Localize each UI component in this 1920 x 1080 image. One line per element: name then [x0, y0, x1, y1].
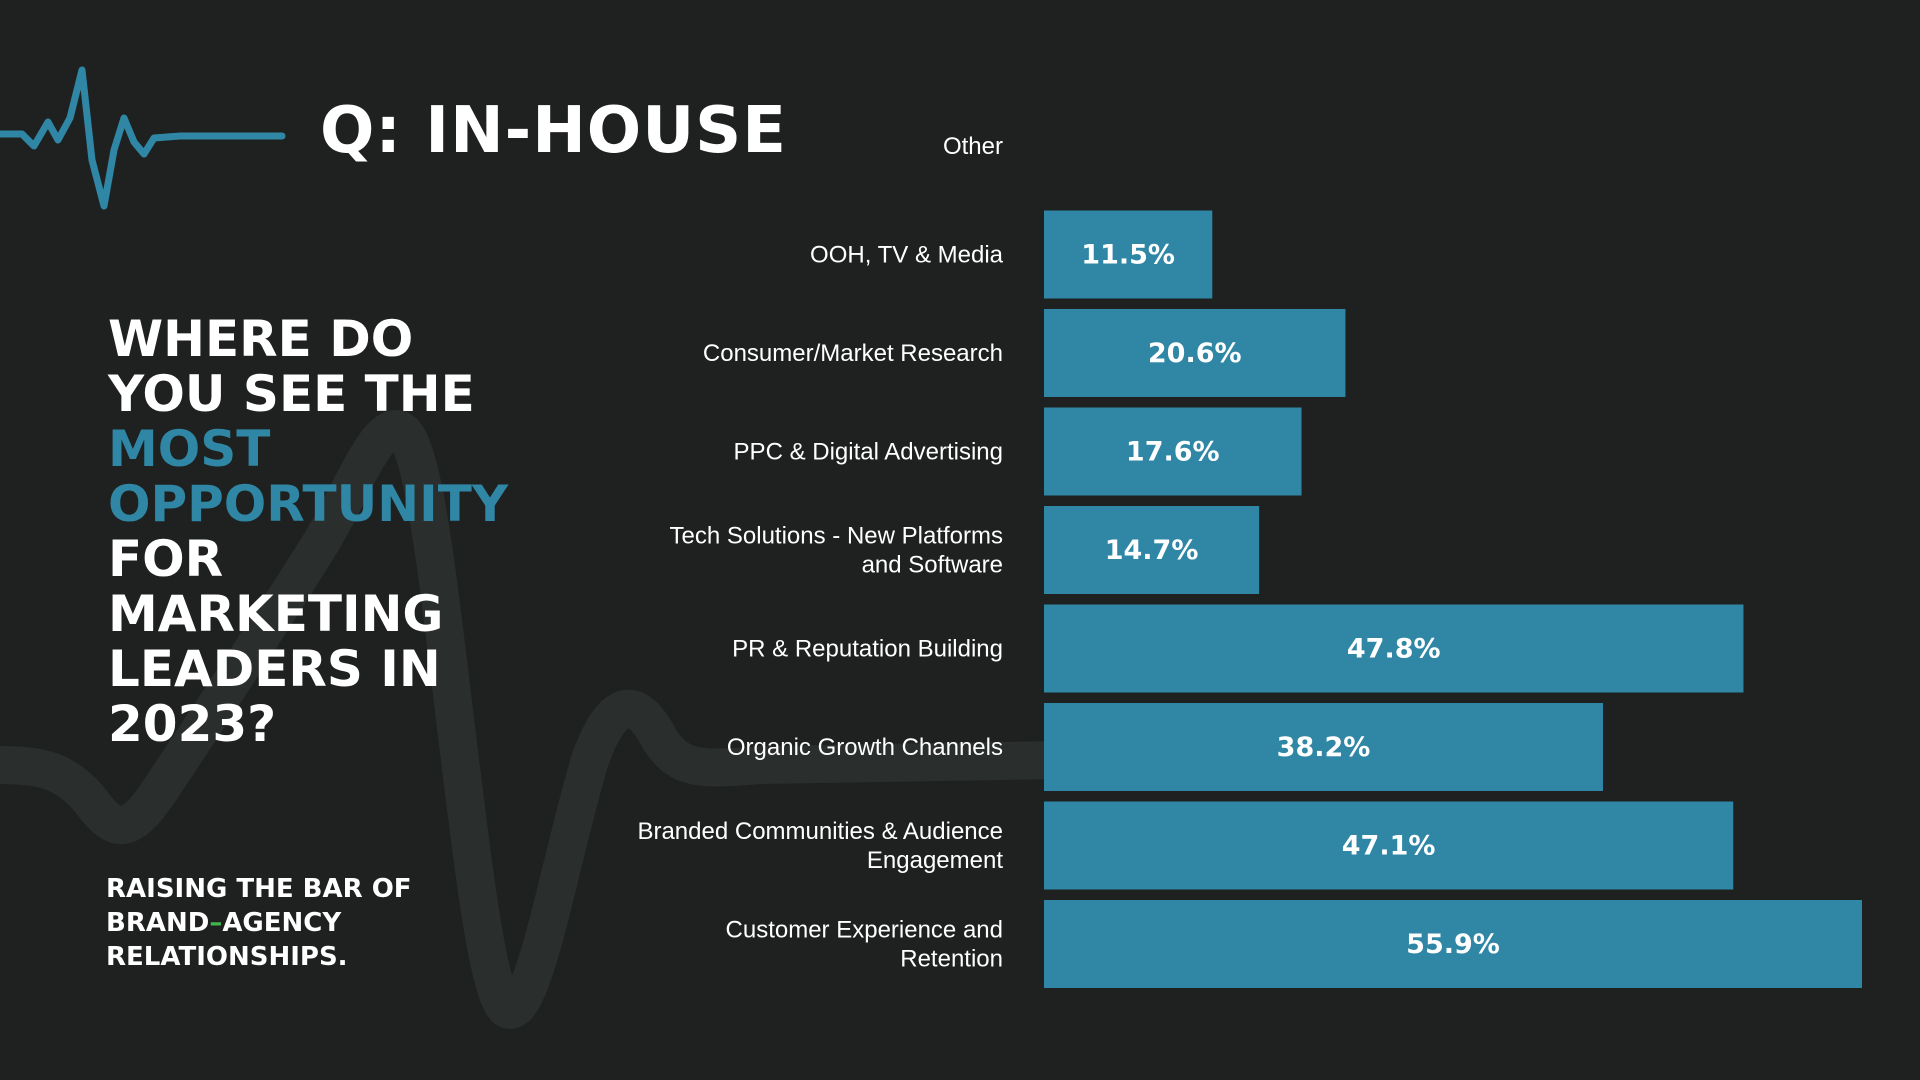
bar	[1044, 506, 1260, 594]
category-label-line: Customer Experience and	[726, 917, 1003, 944]
category-label: Branded Communities & Audience Engagement	[637, 818, 1003, 874]
bar	[1044, 309, 1346, 397]
category-label-line: Other	[943, 133, 1003, 160]
category-label: Customer Experience and Retention	[726, 917, 1003, 973]
category-label: Other	[943, 133, 1003, 160]
category-label-line: Consumer/Market Research	[703, 340, 1003, 367]
question-highlight: OPPORTUNITY	[108, 475, 509, 533]
category-label-line: PR & Reputation Building	[732, 636, 1003, 663]
category-label-line: Branded Communities & Audience	[637, 818, 1003, 845]
bar	[1044, 703, 1603, 791]
tagline: RAISING THE BAR OF BRAND–AGENCY RELATION…	[106, 872, 412, 974]
category-label-line: Tech Solutions - New Platforms	[670, 523, 1003, 550]
background-pulse-line	[0, 410, 1079, 1029]
tagline-agency: AGENCY	[222, 908, 342, 938]
value-label: 47.1%	[1342, 831, 1436, 862]
question-line: FOR	[108, 530, 224, 588]
category-label-line: OOH, TV & Media	[810, 242, 1004, 269]
tagline-line: RAISING THE BAR OF	[106, 874, 412, 904]
value-label: 11.5%	[1081, 240, 1175, 271]
tagline-brand: BRAND	[106, 908, 210, 938]
bar	[1044, 900, 1862, 988]
tagline-dash: –	[209, 908, 223, 938]
value-label: 14.7%	[1105, 535, 1199, 566]
category-label: OOH, TV & Media	[810, 242, 1004, 269]
category-label: Tech Solutions - New Platforms and Softwa…	[670, 523, 1003, 579]
bar	[1044, 407, 1302, 496]
page-title: Q: IN-HOUSE	[320, 94, 787, 168]
value-label: 38.2%	[1277, 732, 1371, 763]
bar	[1044, 604, 1744, 693]
question-heading: WHERE DO YOU SEE THE MOST OPPORTUNITY FO…	[108, 312, 548, 752]
category-label-line: Engagement	[867, 847, 1003, 874]
category-label-line: and Software	[862, 552, 1003, 579]
question-line: WHERE DO	[108, 310, 414, 368]
value-label: 55.9%	[1406, 929, 1500, 960]
category-label-line: Organic Growth Channels	[727, 734, 1003, 761]
category-label: PR & Reputation Building	[732, 636, 1003, 663]
bar	[1044, 801, 1734, 890]
heartbeat-icon	[0, 66, 286, 210]
question-line: MARKETING	[108, 585, 444, 643]
category-label-line: PPC & Digital Advertising	[734, 439, 1003, 466]
question-line: 2023?	[108, 695, 277, 753]
value-label: 47.8%	[1347, 634, 1441, 665]
value-label: 20.6%	[1148, 338, 1242, 369]
question-line: YOU SEE THE	[108, 365, 475, 423]
value-label: 17.6%	[1126, 437, 1220, 468]
tagline-line: RELATIONSHIPS.	[106, 942, 348, 972]
category-label: Organic Growth Channels	[727, 734, 1003, 761]
category-label: Consumer/Market Research	[703, 340, 1003, 367]
tagline-line: BRAND–AGENCY	[106, 906, 412, 940]
question-highlight: MOST	[108, 420, 271, 478]
bar	[1044, 210, 1213, 299]
category-label: PPC & Digital Advertising	[734, 439, 1003, 466]
category-label-line: Retention	[900, 946, 1003, 973]
question-line: LEADERS IN	[108, 640, 441, 698]
